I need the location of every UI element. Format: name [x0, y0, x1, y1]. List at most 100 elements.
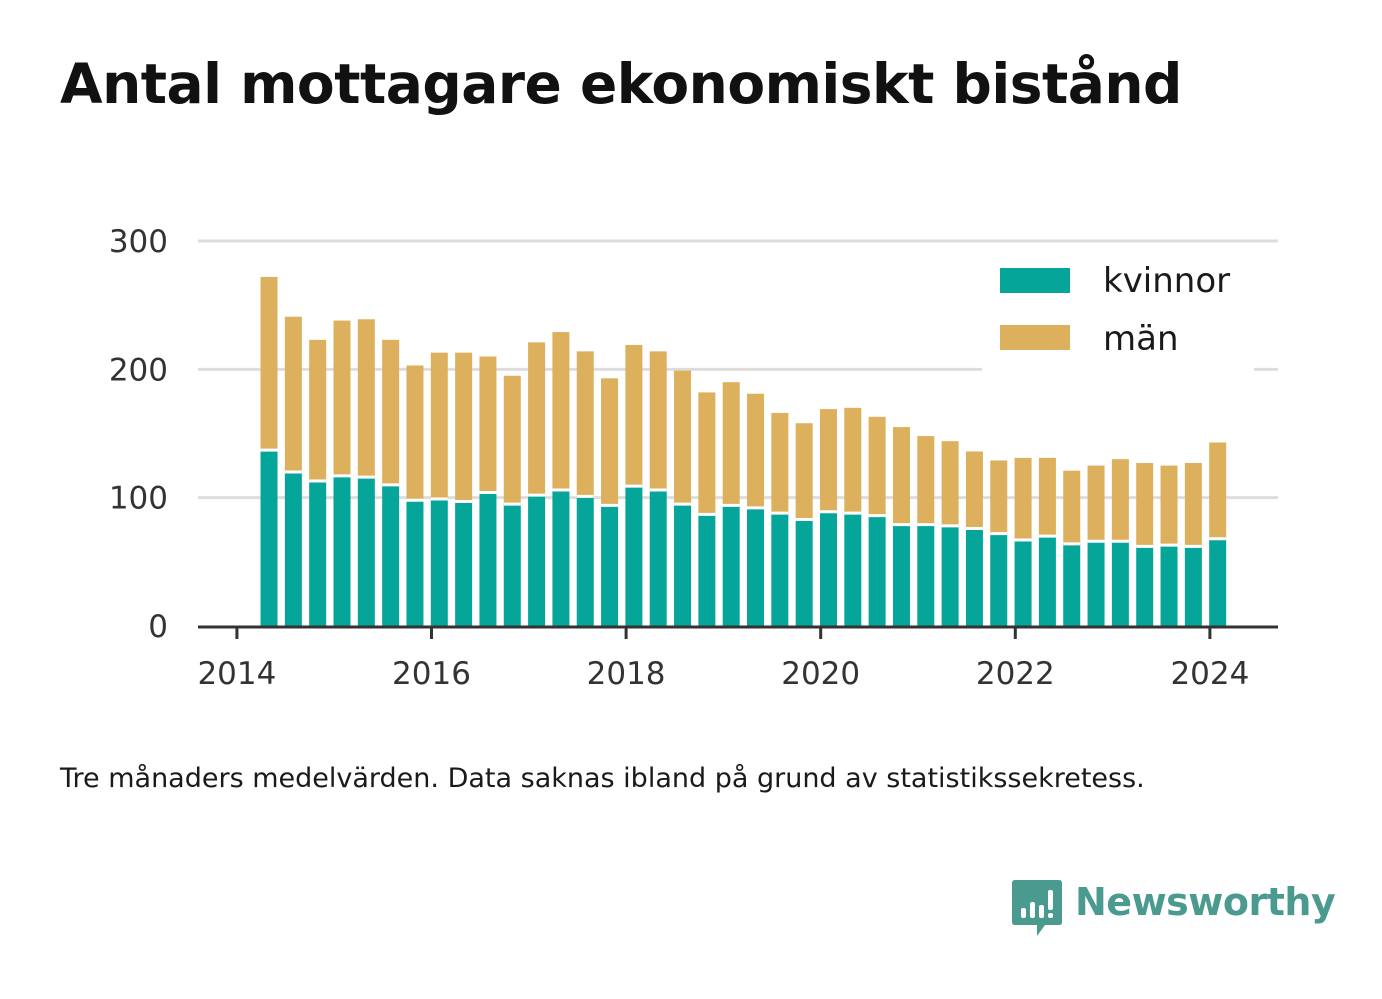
bar-man [309, 339, 327, 481]
bar-kvinnor [552, 489, 570, 626]
y-tick-label: 0 [148, 609, 168, 645]
y-tick-label: 100 [109, 481, 168, 517]
bar-man [819, 409, 837, 512]
bar-man [649, 351, 667, 490]
brand-logo: Newsworthy [1011, 878, 1336, 940]
y-tick-label: 300 [109, 224, 168, 260]
bar-man [625, 344, 643, 487]
bar-kvinnor [625, 486, 643, 626]
bar-kvinnor [771, 513, 789, 626]
bar-kvinnor [965, 528, 983, 626]
bar-man [333, 320, 351, 476]
axes: 0 100 200 300 2014 2016 2018 2020 2022 2024 [109, 224, 1278, 692]
bar-kvinnor [309, 480, 327, 626]
bar-kvinnor [1111, 541, 1129, 626]
bar-kvinnor [1160, 545, 1178, 626]
bar-man [722, 382, 740, 506]
bar-kvinnor [674, 504, 692, 626]
bar-kvinnor [892, 524, 910, 626]
bar-man [1087, 465, 1105, 542]
legend-label-man: män [1103, 319, 1179, 359]
bar-kvinnor [722, 505, 740, 626]
bar-man [455, 352, 473, 502]
bar-man [357, 319, 375, 478]
bar-man [382, 339, 400, 485]
bar-kvinnor [1014, 540, 1032, 626]
bar-kvinnor [747, 507, 765, 626]
bar-kvinnor [382, 484, 400, 626]
bar-man [917, 436, 935, 525]
legend-swatch-man [1000, 325, 1070, 350]
bar-kvinnor [795, 519, 813, 626]
bar-kvinnor [284, 472, 302, 626]
y-tick-label: 200 [109, 352, 168, 388]
bar-kvinnor [990, 533, 1008, 626]
legend-label-kvinnor: kvinnor [1103, 261, 1230, 301]
legend: kvinnor män [982, 256, 1254, 372]
legend-swatch-kvinnor [1000, 268, 1070, 293]
bar-kvinnor [601, 505, 619, 626]
bar-kvinnor [917, 524, 935, 626]
bar-man [528, 342, 546, 496]
bar-kvinnor [1136, 546, 1154, 626]
bar-kvinnor [576, 496, 594, 626]
x-tick-label: 2014 [197, 656, 276, 692]
bar-man [601, 378, 619, 506]
bar-kvinnor [430, 498, 448, 626]
bar-man [771, 412, 789, 514]
bar-kvinnor [333, 475, 351, 626]
bar-man [552, 332, 570, 490]
bar-man [1038, 457, 1056, 537]
bar-man [1209, 442, 1227, 539]
bar-kvinnor [479, 492, 497, 626]
x-tick-label: 2024 [1170, 656, 1249, 692]
bar-kvinnor [455, 501, 473, 626]
bar-kvinnor [844, 513, 862, 626]
bar-man [844, 407, 862, 514]
bar-kvinnor [260, 450, 278, 626]
x-tick-label: 2022 [976, 656, 1055, 692]
bar-man [674, 370, 692, 505]
bar-man [260, 276, 278, 451]
bar-man [1111, 459, 1129, 542]
footnote: Tre månaders medelvärden. Data saknas ib… [60, 763, 1145, 794]
bar-chart: 0 100 200 300 2014 2016 2018 2020 2022 2024 kvinn… [109, 224, 1278, 692]
bar-kvinnor [1038, 536, 1056, 626]
bar-kvinnor [1209, 538, 1227, 626]
bar-man [868, 416, 886, 516]
bar-man [479, 356, 497, 493]
x-tick-label: 2016 [392, 656, 471, 692]
bar-kvinnor [503, 504, 521, 626]
bar-kvinnor [528, 495, 546, 626]
x-tick-label: 2020 [781, 656, 860, 692]
bar-kvinnor [1063, 543, 1081, 626]
bar-kvinnor [1087, 541, 1105, 626]
bar-kvinnor [357, 477, 375, 626]
bar-man [430, 352, 448, 499]
bar-man [576, 351, 594, 497]
bar-man [990, 460, 1008, 534]
x-tick-label: 2018 [587, 656, 666, 692]
bar-man [503, 375, 521, 505]
bar-man [1136, 463, 1154, 547]
newsworthy-logo-icon [1012, 880, 1062, 936]
bar-kvinnor [941, 525, 959, 626]
bar-man [892, 427, 910, 525]
bar-man [941, 441, 959, 526]
bar-kvinnor [698, 514, 716, 626]
bar-man [284, 316, 302, 472]
bar-man [965, 451, 983, 529]
bar-kvinnor [1184, 546, 1202, 626]
bar-man [406, 365, 424, 501]
bar-kvinnor [868, 515, 886, 626]
bar-kvinnor [819, 511, 837, 626]
bar-man [1160, 465, 1178, 546]
bar-man [1063, 470, 1081, 544]
bar-kvinnor [649, 489, 667, 626]
bars [260, 276, 1227, 626]
bar-kvinnor [406, 500, 424, 626]
bar-man [795, 423, 813, 520]
chart-title: Antal mottagare ekonomiskt bistånd [60, 52, 1182, 116]
bar-man [698, 392, 716, 515]
bar-man [747, 393, 765, 508]
